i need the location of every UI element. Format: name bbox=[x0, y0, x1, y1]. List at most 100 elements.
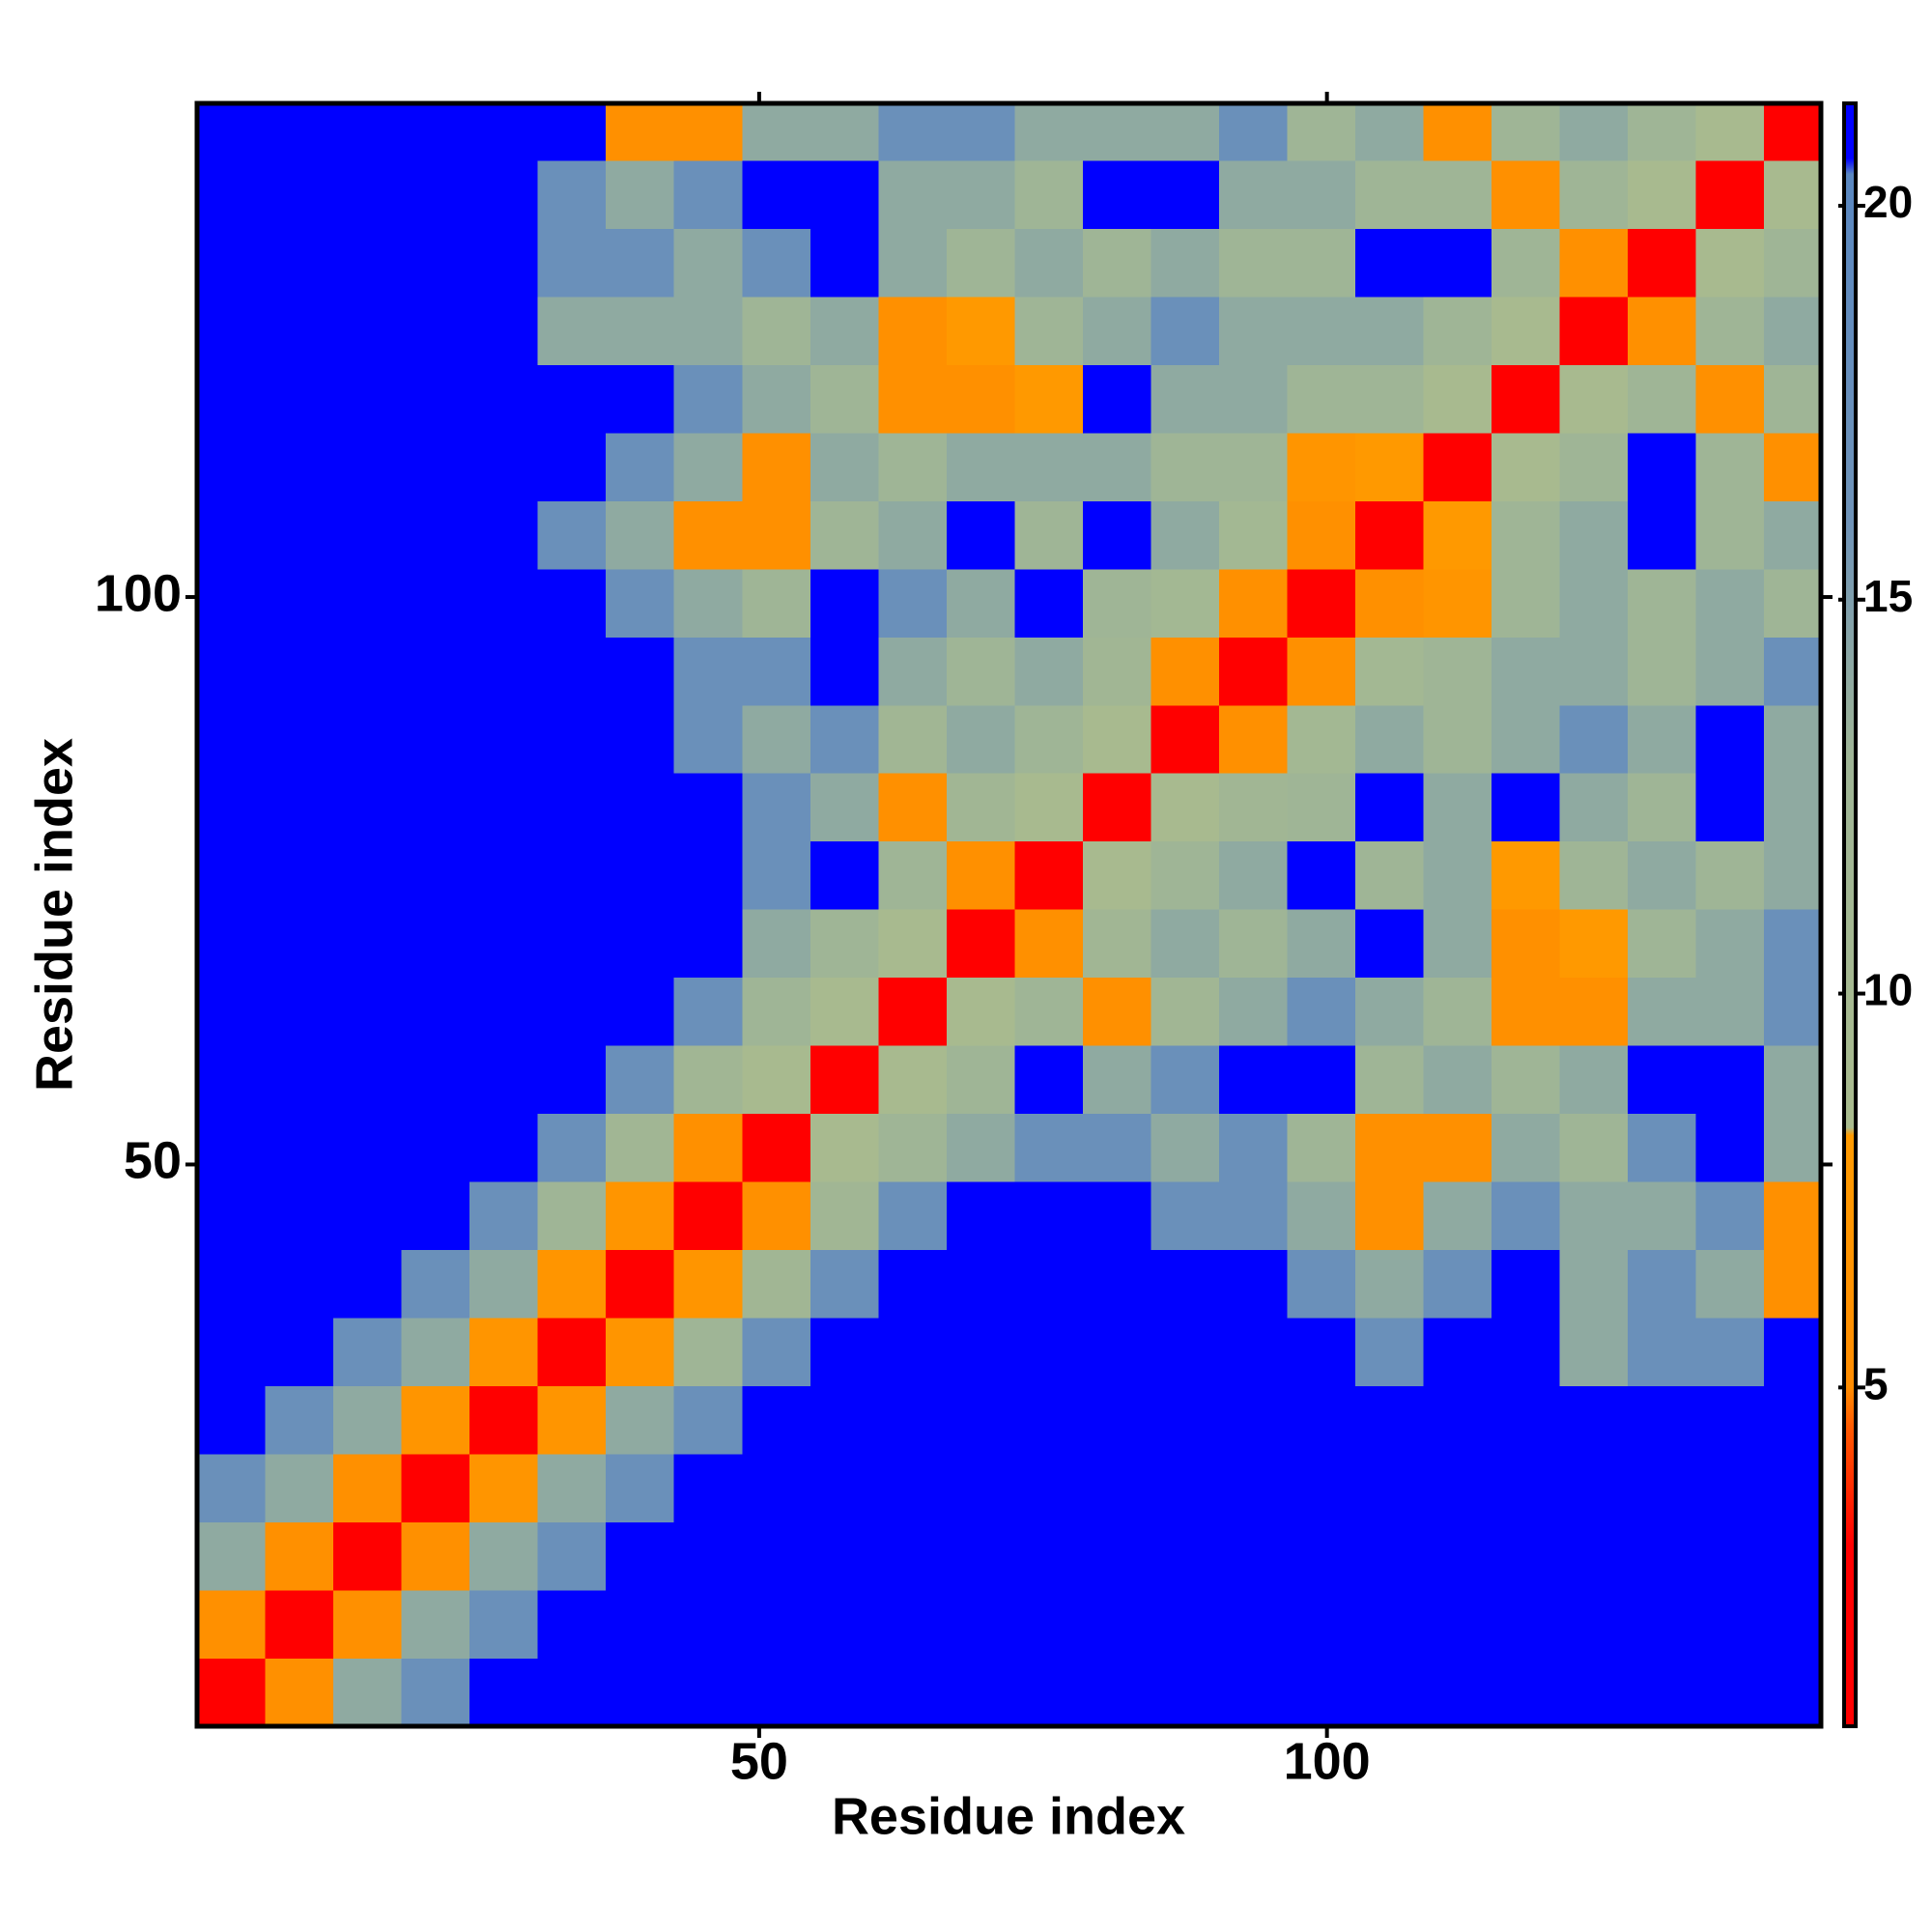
heatmap-cell bbox=[197, 103, 267, 161]
y-tick-label: 50 bbox=[124, 1132, 182, 1190]
heatmap-cell bbox=[1287, 637, 1356, 706]
heatmap-cell bbox=[537, 364, 607, 434]
heatmap-cell bbox=[606, 1318, 675, 1387]
heatmap-cell bbox=[1218, 1454, 1289, 1523]
y-axis-title: Residue index bbox=[25, 738, 83, 1092]
heatmap-cell bbox=[946, 1249, 1015, 1319]
heatmap-cell bbox=[1764, 840, 1822, 910]
heatmap-cell bbox=[537, 1454, 607, 1523]
heatmap-cell bbox=[1492, 500, 1561, 570]
heatmap-cell bbox=[810, 773, 879, 842]
heatmap-cell bbox=[537, 568, 607, 638]
heatmap-cell bbox=[1014, 1658, 1084, 1727]
heatmap-cell bbox=[537, 500, 607, 570]
heatmap-cell bbox=[1151, 159, 1220, 229]
heatmap-cell bbox=[878, 1045, 948, 1115]
heatmap-cell bbox=[401, 1181, 470, 1251]
heatmap-cell bbox=[1082, 296, 1152, 365]
heatmap-cell bbox=[606, 228, 675, 298]
heatmap-cell bbox=[1764, 1385, 1822, 1455]
heatmap-cell bbox=[673, 103, 743, 161]
heatmap-cell bbox=[1355, 296, 1425, 365]
heatmap-cell bbox=[197, 977, 267, 1046]
heatmap-cell bbox=[265, 637, 334, 706]
heatmap-cell bbox=[1764, 909, 1822, 979]
heatmap-cell bbox=[197, 1454, 267, 1523]
heatmap-cell bbox=[1218, 568, 1289, 638]
heatmap-cell bbox=[1423, 1113, 1492, 1182]
heatmap-cell bbox=[1628, 1113, 1697, 1182]
heatmap-cell bbox=[265, 364, 334, 434]
heatmap-cell bbox=[946, 1521, 1015, 1591]
heatmap-cell bbox=[673, 1658, 743, 1727]
heatmap-cell bbox=[401, 1590, 470, 1660]
heatmap-cell bbox=[537, 1521, 607, 1591]
heatmap-cell bbox=[1423, 1045, 1492, 1115]
heatmap-cell bbox=[1082, 1249, 1152, 1319]
y-tick-label: 100 bbox=[95, 564, 182, 622]
heatmap-cell bbox=[1559, 637, 1629, 706]
heatmap-cell bbox=[1628, 1045, 1697, 1115]
heatmap-cell bbox=[1628, 977, 1697, 1046]
heatmap-cell bbox=[1628, 500, 1697, 570]
heatmap-cell bbox=[401, 1454, 470, 1523]
heatmap-cell bbox=[946, 103, 1015, 161]
heatmap-cell bbox=[1218, 432, 1289, 501]
heatmap-cell bbox=[1355, 1590, 1425, 1660]
heatmap-cell bbox=[946, 1045, 1015, 1115]
heatmap-cell bbox=[401, 103, 470, 161]
heatmap-cell bbox=[1423, 364, 1492, 434]
heatmap-cell bbox=[1218, 637, 1289, 706]
heatmap-cell bbox=[469, 1181, 539, 1251]
heatmap-cell bbox=[878, 1249, 948, 1319]
heatmap-cell bbox=[1628, 568, 1697, 638]
heatmap-cell bbox=[1559, 1454, 1629, 1523]
heatmap-cell bbox=[1014, 1521, 1084, 1591]
heatmap-cell bbox=[673, 1590, 743, 1660]
heatmap-cell bbox=[1082, 773, 1152, 842]
heatmap-cell bbox=[1082, 432, 1152, 501]
heatmap-cell bbox=[606, 704, 675, 774]
heatmap-cell bbox=[946, 568, 1015, 638]
heatmap-cell bbox=[673, 1113, 743, 1182]
heatmap-cell bbox=[1287, 432, 1356, 501]
heatmap-cell bbox=[742, 103, 811, 161]
heatmap-cell bbox=[197, 432, 267, 501]
axes: 50 100 50 100 5 10 15 20 bbox=[95, 92, 1913, 1790]
heatmap-cell bbox=[1218, 977, 1289, 1046]
heatmap-cell bbox=[1559, 977, 1629, 1046]
heatmap-cell bbox=[1082, 1521, 1152, 1591]
heatmap-cell bbox=[1423, 909, 1492, 979]
heatmap-cell bbox=[1287, 1454, 1356, 1523]
heatmap-cell bbox=[1492, 568, 1561, 638]
heatmap-cell bbox=[1492, 432, 1561, 501]
heatmap-cell bbox=[1151, 773, 1220, 842]
heatmap-cell bbox=[1151, 1318, 1220, 1387]
heatmap-cell bbox=[537, 909, 607, 979]
heatmap-cell bbox=[1218, 500, 1289, 570]
heatmap-cell bbox=[1695, 228, 1765, 298]
heatmap-cell bbox=[742, 228, 811, 298]
heatmap-cell bbox=[1492, 977, 1561, 1046]
heatmap-cell bbox=[1559, 1521, 1629, 1591]
heatmap-cell bbox=[606, 1658, 675, 1727]
heatmap-cell bbox=[197, 637, 267, 706]
heatmap-cell bbox=[1218, 364, 1289, 434]
heatmap-cell bbox=[742, 1045, 811, 1115]
heatmap-cell bbox=[197, 840, 267, 910]
heatmap-cell bbox=[606, 364, 675, 434]
heatmap-cell bbox=[197, 228, 267, 298]
heatmap-cell bbox=[333, 228, 403, 298]
heatmap-cell bbox=[1492, 637, 1561, 706]
heatmap-cell bbox=[1151, 1385, 1220, 1455]
heatmap-cell bbox=[265, 1521, 334, 1591]
heatmap-cell bbox=[1082, 909, 1152, 979]
heatmap-cell bbox=[1218, 1249, 1289, 1319]
heatmap-cell bbox=[469, 159, 539, 229]
heatmap-cell bbox=[537, 1113, 607, 1182]
heatmap-cell bbox=[197, 704, 267, 774]
heatmap bbox=[197, 103, 1822, 1727]
heatmap-cell bbox=[1423, 1181, 1492, 1251]
heatmap-cell bbox=[1764, 500, 1822, 570]
heatmap-cell bbox=[1151, 432, 1220, 501]
